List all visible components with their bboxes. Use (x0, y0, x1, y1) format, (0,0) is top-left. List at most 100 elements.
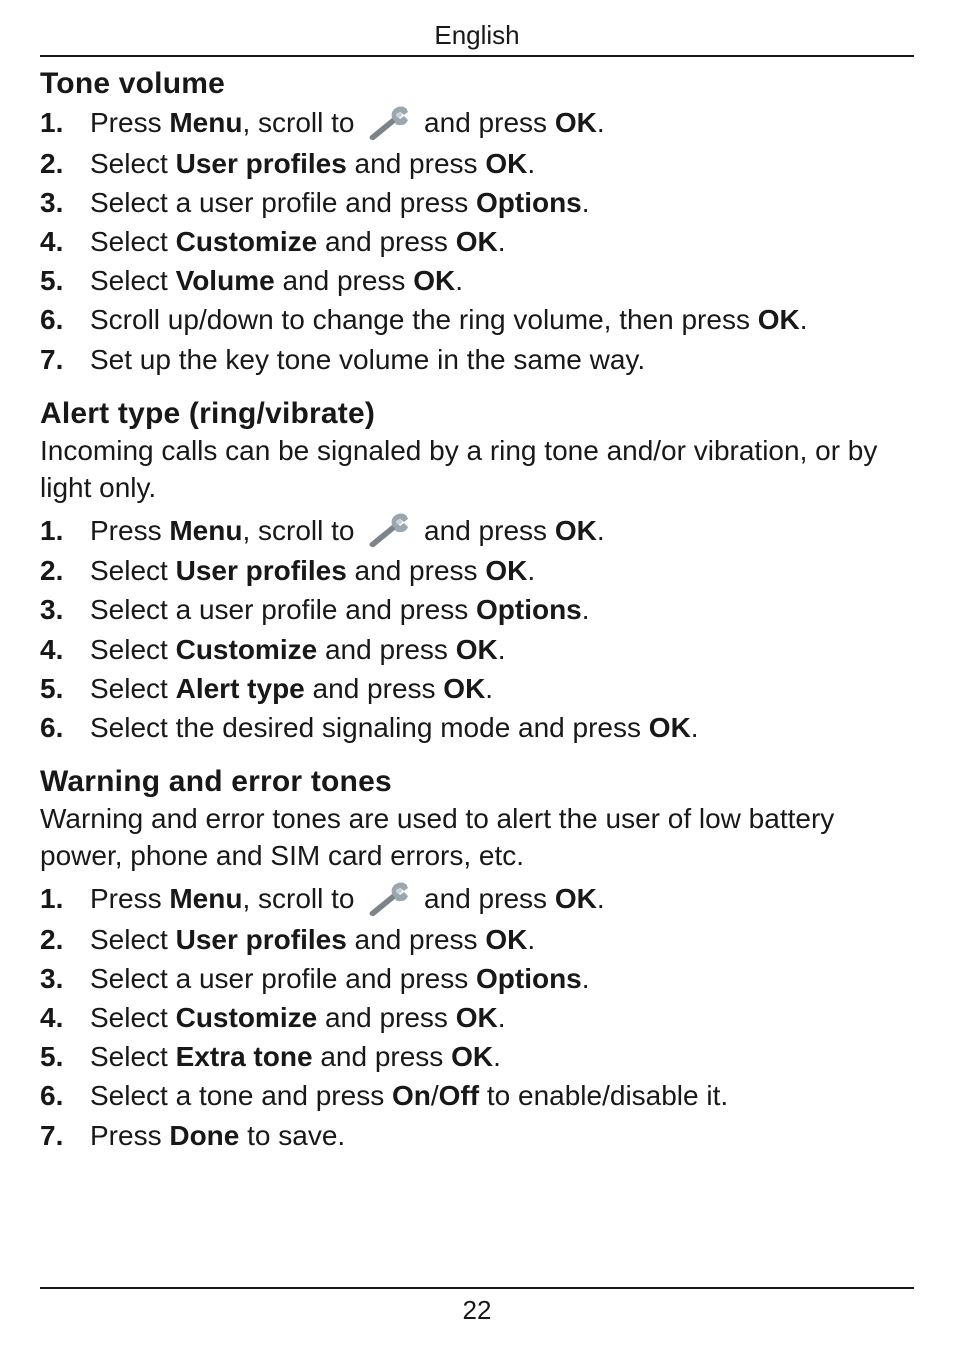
step-text: , scroll to (242, 515, 362, 546)
ui-term: Customize (176, 634, 318, 665)
step-text: Select (90, 226, 176, 257)
step-text: / (431, 1080, 439, 1111)
ui-term: OK (485, 555, 527, 586)
ui-term: Options (476, 963, 582, 994)
step-text: Select (90, 673, 176, 704)
ui-term: Options (476, 187, 582, 218)
step-text: Select a user profile and press (90, 963, 476, 994)
step-text: . (498, 1002, 506, 1033)
ui-term: OK (485, 148, 527, 179)
step-text: . (691, 712, 699, 743)
page-header-language: English (40, 20, 914, 57)
ui-term: Off (439, 1080, 479, 1111)
ui-term: Menu (169, 515, 242, 546)
step-text: . (582, 594, 590, 625)
step-item: Select Extra tone and press OK. (40, 1037, 914, 1076)
step-item: Select Customize and press OK. (40, 998, 914, 1037)
ui-term: OK (456, 226, 498, 257)
step-item: Select the desired signaling mode and pr… (40, 708, 914, 747)
step-text: . (485, 673, 493, 704)
step-item: Select Customize and press OK. (40, 222, 914, 261)
step-text: to save. (239, 1120, 345, 1151)
step-item: Press Menu, scroll to and press OK. (40, 879, 914, 920)
ui-term: Options (476, 594, 582, 625)
step-text: Press (90, 515, 169, 546)
step-text: Select a user profile and press (90, 187, 476, 218)
step-text: and press (275, 265, 414, 296)
step-text: , scroll to (242, 883, 362, 914)
ui-term: OK (413, 265, 455, 296)
step-item: Select User profiles and press OK. (40, 920, 914, 959)
step-text: . (597, 515, 605, 546)
manual-page: English Tone volumePress Menu, scroll to… (0, 0, 954, 1354)
ui-term: OK (485, 924, 527, 955)
step-text: Select the desired signaling mode and pr… (90, 712, 649, 743)
ui-term: User profiles (176, 924, 347, 955)
step-text: . (498, 226, 506, 257)
step-item: Select User profiles and press OK. (40, 144, 914, 183)
step-text: Select (90, 1002, 176, 1033)
ui-term: OK (555, 107, 597, 138)
step-text: Press (90, 107, 169, 138)
step-item: Select a user profile and press Options. (40, 590, 914, 629)
ui-term: OK (456, 634, 498, 665)
ui-term: OK (451, 1041, 493, 1072)
ui-term: OK (649, 712, 691, 743)
step-text: and press (317, 226, 456, 257)
step-text: and press (347, 148, 486, 179)
ui-term: OK (456, 1002, 498, 1033)
step-text: . (527, 555, 535, 586)
step-text: to enable/disable it. (479, 1080, 728, 1111)
section-title: Warning and error tones (40, 765, 914, 799)
step-text: Press (90, 883, 169, 914)
step-text: and press (347, 555, 486, 586)
step-text: Set up the key tone volume in the same w… (90, 344, 645, 375)
footer-rule (40, 1287, 914, 1289)
ui-term: Customize (176, 226, 318, 257)
step-item: Select a tone and press On/Off to enable… (40, 1076, 914, 1115)
ui-term: OK (555, 883, 597, 914)
ui-term: Menu (169, 107, 242, 138)
step-item: Scroll up/down to change the ring volume… (40, 300, 914, 339)
step-item: Select Alert type and press OK. (40, 669, 914, 708)
step-text: and press (416, 515, 555, 546)
ui-term: OK (443, 673, 485, 704)
wrench-icon (366, 882, 410, 916)
step-text: Select a user profile and press (90, 594, 476, 625)
step-text: . (498, 634, 506, 665)
step-item: Select a user profile and press Options. (40, 959, 914, 998)
step-text: Select a tone and press (90, 1080, 392, 1111)
section-title: Alert type (ring/vibrate) (40, 397, 914, 431)
step-text: and press (416, 107, 555, 138)
ui-term: User profiles (176, 148, 347, 179)
step-text: . (582, 963, 590, 994)
step-text: Select (90, 555, 176, 586)
step-text: and press (305, 673, 444, 704)
step-text: . (800, 304, 808, 335)
step-text: and press (317, 1002, 456, 1033)
ui-term: Done (169, 1120, 239, 1151)
page-footer: 22 (40, 1287, 914, 1326)
step-item: Select User profiles and press OK. (40, 551, 914, 590)
step-text: and press (416, 883, 555, 914)
section-title: Tone volume (40, 67, 914, 101)
section-intro: Incoming calls can be signaled by a ring… (40, 433, 914, 507)
wrench-icon (366, 513, 410, 547)
step-text: Select (90, 1041, 176, 1072)
ui-term: Extra tone (176, 1041, 313, 1072)
section-intro: Warning and error tones are used to aler… (40, 801, 914, 875)
step-text: and press (317, 634, 456, 665)
step-text: . (597, 107, 605, 138)
ui-term: OK (758, 304, 800, 335)
content-body: Tone volumePress Menu, scroll to and pre… (40, 67, 914, 1155)
step-text: . (582, 187, 590, 218)
step-text: Scroll up/down to change the ring volume… (90, 304, 758, 335)
step-item: Press Done to save. (40, 1116, 914, 1155)
step-text: . (455, 265, 463, 296)
step-text: Select (90, 924, 176, 955)
ui-term: OK (555, 515, 597, 546)
ui-term: Menu (169, 883, 242, 914)
wrench-icon (366, 106, 410, 140)
ui-term: On (392, 1080, 431, 1111)
step-text: and press (347, 924, 486, 955)
